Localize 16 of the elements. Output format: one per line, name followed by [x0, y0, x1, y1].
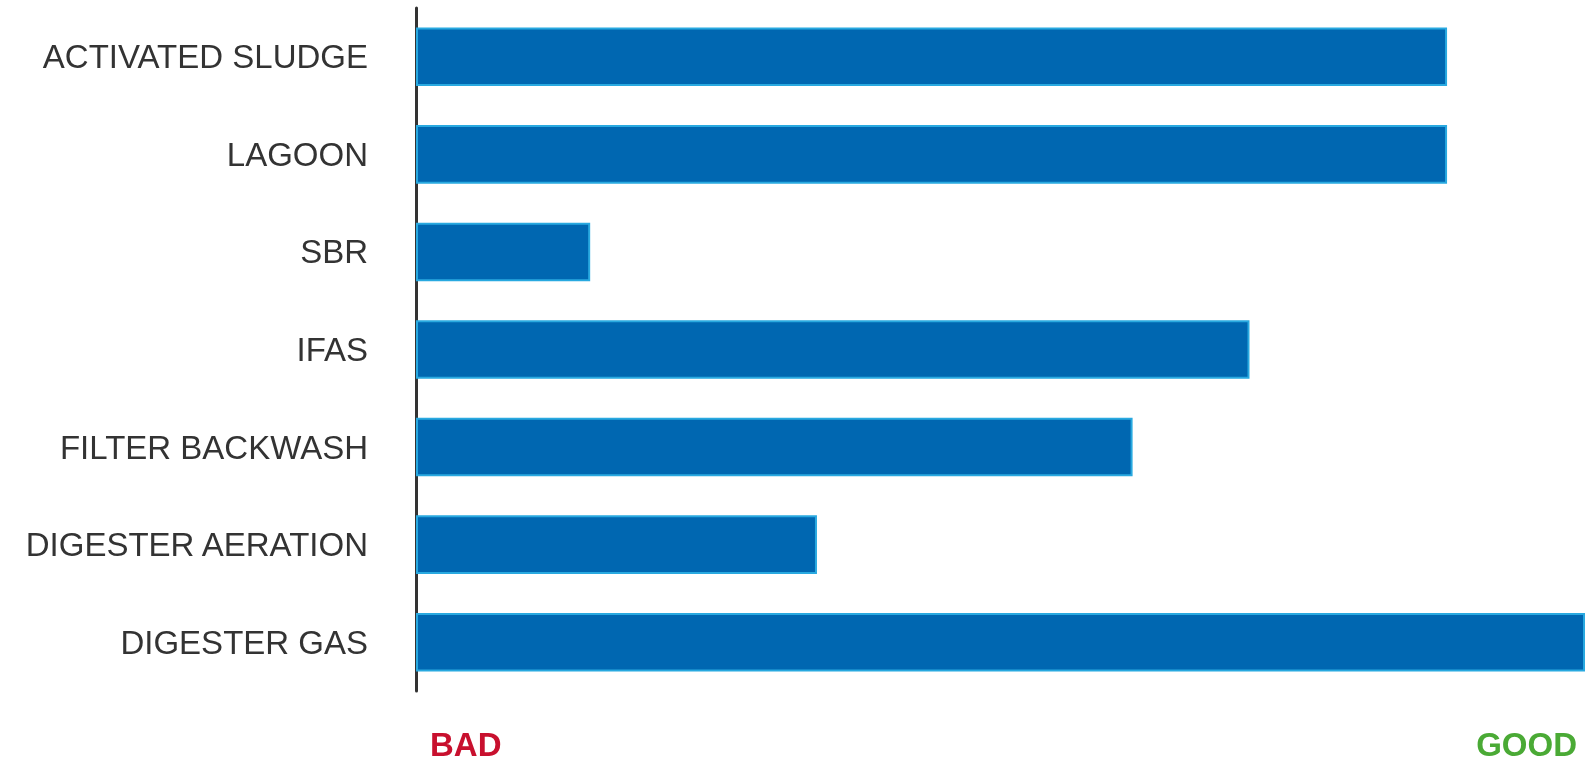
y-tick-label: DIGESTER AERATION	[25, 526, 368, 564]
y-tick-label: DIGESTER GAS	[120, 623, 368, 661]
bar	[416, 222, 591, 282]
y-tick-label: SBR	[300, 233, 368, 271]
bar	[416, 125, 1448, 184]
bar	[416, 320, 1250, 379]
bar	[416, 27, 1448, 87]
text: GOOD	[1476, 726, 1578, 763]
text: BAD	[430, 726, 502, 763]
y-tick-label: IFAS	[296, 331, 368, 368]
y-tick-label: ACTIVATED SLUDGE	[42, 38, 368, 76]
bar	[416, 612, 1585, 672]
y-tick-label: LAGOON	[226, 135, 368, 173]
bar	[416, 515, 817, 574]
bar	[416, 417, 1133, 477]
y-tick-label: FILTER BACKWASH	[59, 428, 368, 466]
